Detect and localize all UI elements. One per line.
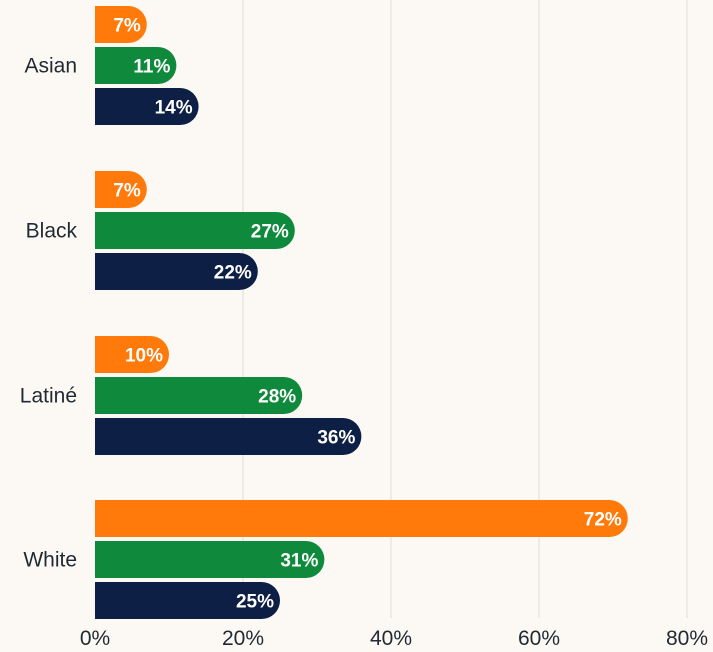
x-tick-label: 80% bbox=[666, 627, 708, 650]
category-label: Black bbox=[26, 220, 78, 243]
x-tick-label: 0% bbox=[80, 627, 110, 650]
x-tick-label: 60% bbox=[518, 627, 560, 650]
bar-value-label: 14% bbox=[155, 98, 193, 119]
bar-value-label: 72% bbox=[584, 510, 622, 531]
bars: 7% 11% 14% 7% 27% 22% 10% 28% 36% 72% 31% 25% bbox=[95, 6, 628, 619]
bar-value-label: 36% bbox=[317, 428, 355, 449]
category-label: White bbox=[23, 549, 77, 572]
bar-value-label: 27% bbox=[251, 222, 289, 243]
bar-value-label: 11% bbox=[133, 57, 170, 78]
bar-white-0 bbox=[95, 500, 628, 537]
bar-value-label: 31% bbox=[280, 551, 318, 572]
x-tick-label: 20% bbox=[222, 627, 264, 650]
category-label: Latiné bbox=[20, 385, 77, 408]
bar-value-label: 25% bbox=[236, 592, 274, 613]
category-labels: Asian Black Latiné White bbox=[20, 55, 78, 572]
bar-value-label: 28% bbox=[258, 387, 296, 408]
bar-value-label: 7% bbox=[113, 181, 141, 202]
bar-value-label: 22% bbox=[214, 263, 252, 284]
bar-value-label: 7% bbox=[113, 16, 141, 37]
category-label: Asian bbox=[24, 55, 77, 78]
x-tick-label: 40% bbox=[370, 627, 412, 650]
x-axis-ticks: 0% 20% 40% 60% 80% bbox=[80, 627, 708, 650]
bar-value-label: 10% bbox=[125, 346, 163, 367]
